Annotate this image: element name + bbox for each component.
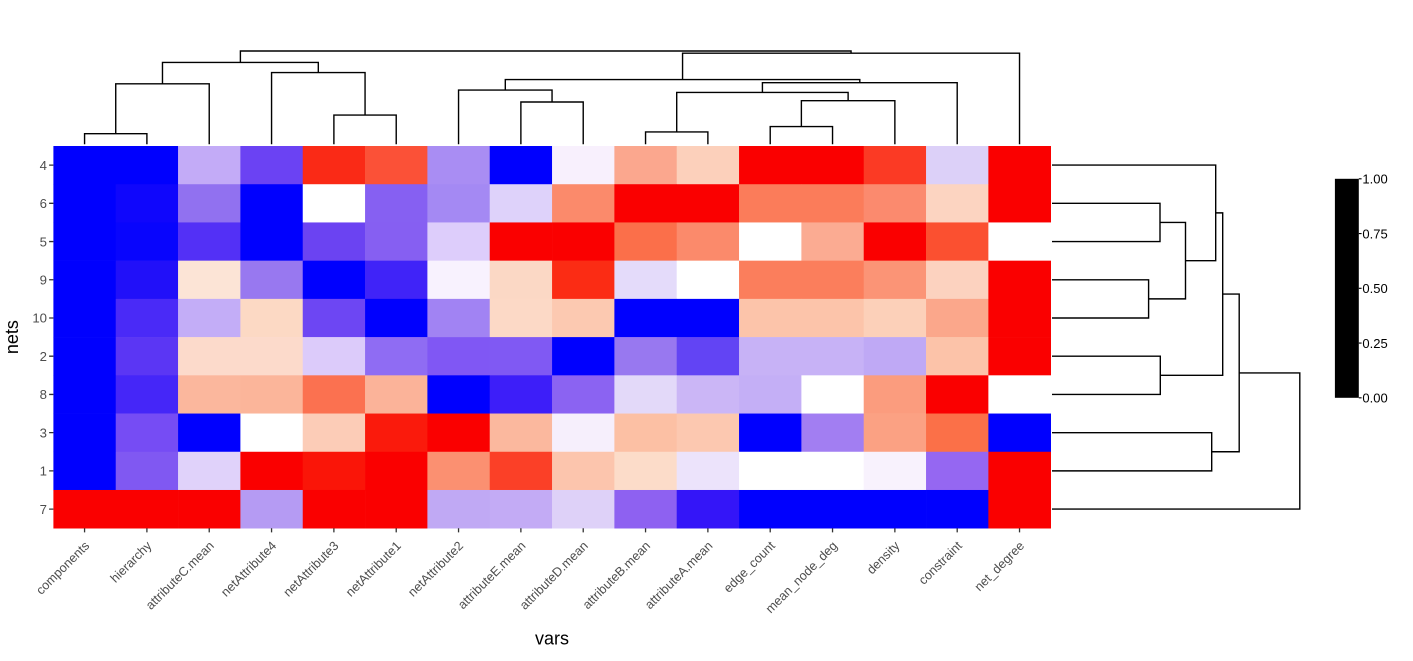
svg-text:2: 2	[40, 349, 47, 364]
svg-text:0.50: 0.50	[1362, 281, 1387, 296]
svg-text:9: 9	[40, 273, 47, 288]
svg-text:0.25: 0.25	[1362, 336, 1387, 351]
svg-text:7: 7	[40, 502, 47, 517]
svg-text:5: 5	[40, 234, 47, 249]
svg-text:3: 3	[40, 425, 47, 440]
svg-text:10: 10	[32, 311, 47, 326]
svg-text:0.75: 0.75	[1362, 226, 1387, 241]
svg-text:nets: nets	[2, 320, 22, 354]
svg-text:4: 4	[40, 158, 47, 173]
svg-text:6: 6	[40, 196, 47, 211]
svg-text:vars: vars	[535, 629, 569, 649]
svg-text:1.00: 1.00	[1362, 172, 1387, 187]
svg-text:0.00: 0.00	[1362, 391, 1387, 406]
svg-text:8: 8	[40, 387, 47, 402]
svg-text:1: 1	[40, 464, 47, 479]
